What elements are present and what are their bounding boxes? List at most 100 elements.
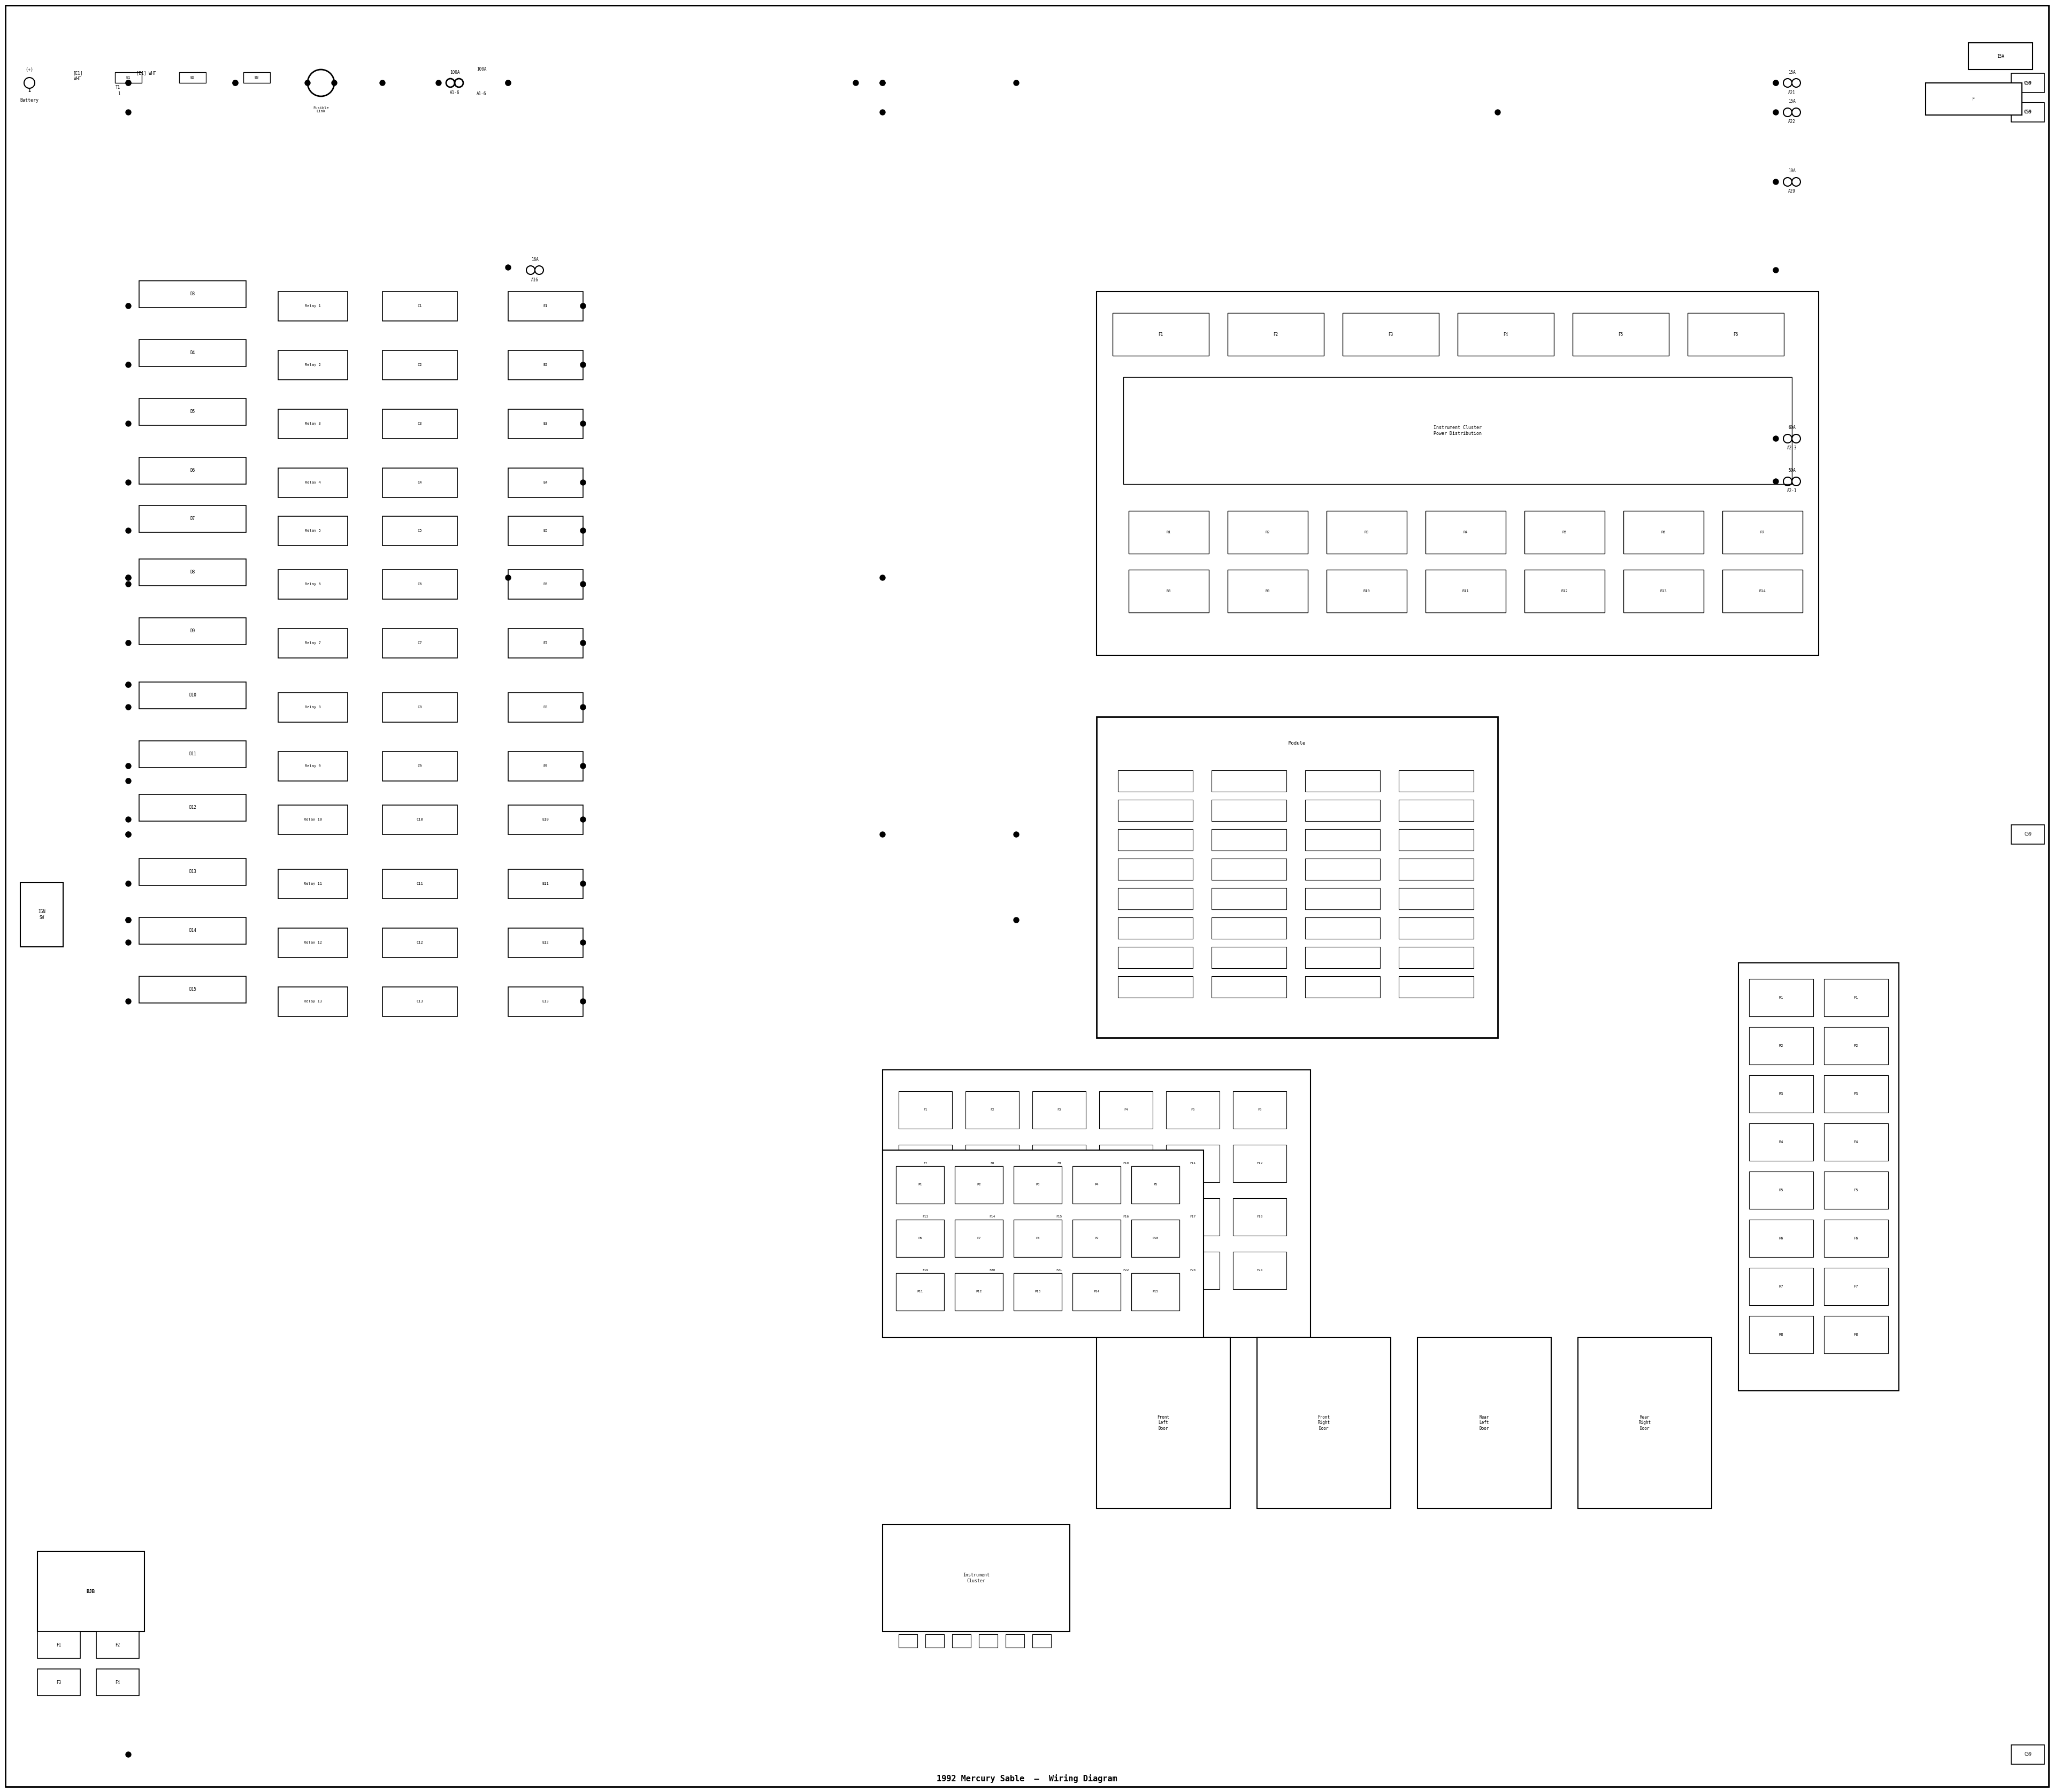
- Text: Battery: Battery: [21, 97, 39, 102]
- Text: C4: C4: [417, 480, 423, 484]
- Text: Relay 3: Relay 3: [304, 423, 320, 425]
- Text: E8: E8: [544, 706, 548, 710]
- Bar: [140, 457, 246, 484]
- Circle shape: [879, 831, 885, 837]
- Text: WHT: WHT: [74, 77, 82, 81]
- Bar: [1113, 314, 1210, 357]
- Text: C12: C12: [417, 941, 423, 944]
- Text: Relay 10: Relay 10: [304, 817, 322, 821]
- Bar: [277, 468, 347, 498]
- Text: D10: D10: [189, 694, 197, 697]
- Bar: [37, 1552, 144, 1631]
- Text: (+): (+): [25, 66, 33, 72]
- Bar: [1099, 1199, 1152, 1236]
- Text: A16: A16: [532, 278, 538, 281]
- Text: F9: F9: [1058, 1163, 1062, 1165]
- Text: Fusible
Link: Fusible Link: [312, 106, 329, 113]
- Circle shape: [125, 918, 131, 923]
- Bar: [1399, 977, 1473, 998]
- Circle shape: [125, 575, 131, 581]
- Circle shape: [581, 763, 585, 769]
- Bar: [140, 918, 246, 944]
- Text: C10: C10: [417, 817, 423, 821]
- Bar: [896, 1220, 945, 1256]
- Bar: [896, 1272, 945, 1310]
- Bar: [1033, 1253, 1087, 1288]
- Bar: [1723, 570, 1803, 613]
- Bar: [1327, 570, 1407, 613]
- Circle shape: [125, 704, 131, 710]
- Text: P4: P4: [1095, 1183, 1099, 1186]
- Text: R5: R5: [1563, 530, 1567, 534]
- Circle shape: [1773, 109, 1779, 115]
- Bar: [2011, 73, 2044, 91]
- Bar: [2011, 102, 2044, 122]
- Circle shape: [505, 81, 511, 86]
- Text: F2: F2: [1855, 1045, 1859, 1047]
- Text: Instrument Cluster
Power Distribution: Instrument Cluster Power Distribution: [1434, 425, 1481, 435]
- Text: C7: C7: [417, 642, 423, 645]
- Bar: [900, 1253, 953, 1288]
- Bar: [1033, 1634, 1052, 1647]
- Text: C6: C6: [417, 582, 423, 586]
- Circle shape: [581, 640, 585, 645]
- Bar: [1750, 1172, 1814, 1210]
- Bar: [277, 751, 347, 781]
- Bar: [97, 1631, 140, 1658]
- Bar: [883, 1150, 1204, 1337]
- Text: P10: P10: [1152, 1236, 1158, 1240]
- Text: C59: C59: [2023, 831, 2031, 837]
- Text: D5: D5: [191, 410, 195, 414]
- Circle shape: [125, 81, 131, 86]
- Bar: [1167, 1253, 1220, 1288]
- Bar: [1399, 771, 1473, 792]
- Text: F7: F7: [924, 1163, 926, 1165]
- Text: R13: R13: [1660, 590, 1668, 593]
- Circle shape: [125, 421, 131, 426]
- Circle shape: [879, 81, 885, 86]
- Text: R5: R5: [1779, 1188, 1783, 1192]
- Bar: [382, 468, 458, 498]
- Text: F8: F8: [1855, 1333, 1859, 1337]
- Text: R8: R8: [1779, 1333, 1783, 1337]
- Text: F17: F17: [1189, 1215, 1195, 1219]
- Text: F6: F6: [1257, 1109, 1261, 1111]
- Bar: [1099, 1145, 1152, 1183]
- Bar: [900, 1199, 953, 1236]
- Bar: [1212, 977, 1286, 998]
- Bar: [1577, 1337, 1711, 1509]
- Bar: [140, 340, 246, 366]
- Circle shape: [125, 683, 131, 688]
- Bar: [1688, 314, 1783, 357]
- Bar: [277, 987, 347, 1016]
- Bar: [1117, 830, 1193, 851]
- Text: F2: F2: [1273, 332, 1278, 337]
- Bar: [1033, 1091, 1087, 1129]
- Text: F22: F22: [1124, 1269, 1130, 1272]
- Bar: [140, 740, 246, 767]
- Bar: [140, 398, 246, 425]
- Bar: [97, 1668, 140, 1695]
- Bar: [1132, 1167, 1179, 1204]
- Text: IGN
SW: IGN SW: [39, 910, 45, 919]
- Bar: [1425, 511, 1506, 554]
- Text: D9: D9: [191, 629, 195, 634]
- Text: P7: P7: [978, 1236, 982, 1240]
- Bar: [277, 805, 347, 835]
- Bar: [1117, 799, 1193, 821]
- Text: Rear
Right
Door: Rear Right Door: [1639, 1416, 1651, 1430]
- Text: F1: F1: [924, 1109, 926, 1111]
- Circle shape: [125, 1753, 131, 1758]
- Bar: [1117, 858, 1193, 880]
- Text: [E1]: [E1]: [72, 72, 82, 75]
- Text: E2: E2: [544, 364, 548, 366]
- Bar: [1097, 292, 1818, 656]
- Bar: [1399, 830, 1473, 851]
- Bar: [1212, 830, 1286, 851]
- Bar: [1750, 1267, 1814, 1305]
- Text: A2-1: A2-1: [1787, 489, 1797, 493]
- Circle shape: [125, 831, 131, 837]
- Text: BJB: BJB: [86, 1590, 94, 1593]
- Bar: [900, 1145, 953, 1183]
- Circle shape: [852, 81, 859, 86]
